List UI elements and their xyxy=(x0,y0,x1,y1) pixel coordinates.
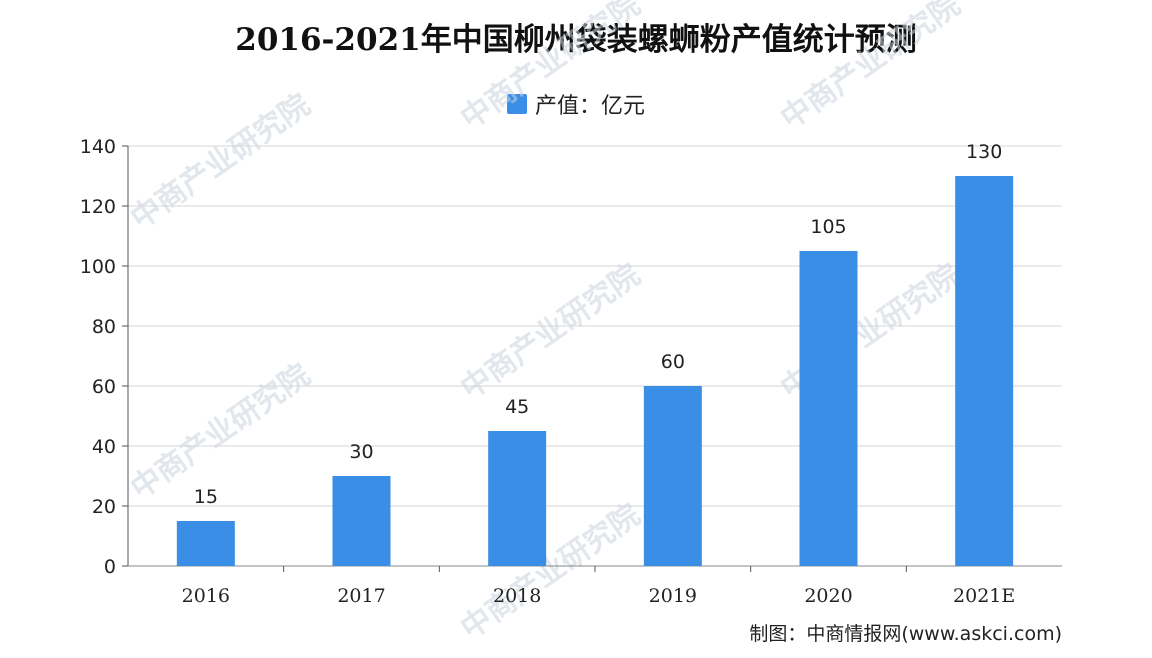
x-tick-label-2018: 2018 xyxy=(493,585,541,607)
x-tick-label-2019: 2019 xyxy=(649,585,697,607)
y-tick-label: 140 xyxy=(80,136,116,158)
chart-title: 2016-2021年中国柳州袋装螺蛳粉产值统计预测 xyxy=(235,22,917,58)
watermark-text: 中商产业研究院 xyxy=(125,357,317,506)
data-label-2019: 60 xyxy=(661,351,685,373)
watermark-text: 中商产业研究院 xyxy=(455,497,647,646)
bar-2020 xyxy=(799,251,858,566)
legend: 产值：亿元 xyxy=(0,88,1152,120)
bar-2017 xyxy=(332,476,391,566)
bar-2018 xyxy=(488,431,547,566)
data-label-2017: 30 xyxy=(349,441,373,463)
y-tick-label: 60 xyxy=(92,376,116,398)
source-credit: 制图：中商情报网(www.askci.com) xyxy=(749,623,1062,645)
watermark-text: 中商产业研究院 xyxy=(775,0,967,137)
bar-2021E xyxy=(955,176,1014,566)
y-tick-label: 0 xyxy=(104,556,116,578)
watermark-text: 中商产业研究院 xyxy=(455,257,647,406)
x-tick-label-2020: 2020 xyxy=(804,585,852,607)
watermark-text: 中商产业研究院 xyxy=(455,0,647,137)
y-tick-label: 20 xyxy=(92,496,116,518)
data-label-2018: 45 xyxy=(505,396,529,418)
y-tick-label: 80 xyxy=(92,316,116,338)
y-tick-label: 100 xyxy=(80,256,116,278)
y-tick-label: 40 xyxy=(92,436,116,458)
legend-swatch xyxy=(506,94,527,114)
x-tick-label-2016: 2016 xyxy=(182,585,230,607)
data-label-2021E: 130 xyxy=(966,141,1002,163)
bar-2016 xyxy=(176,521,235,566)
x-tick-label-2021E: 2021E xyxy=(953,585,1015,607)
data-label-2016: 15 xyxy=(194,486,218,508)
legend-label: 产值：亿元 xyxy=(534,94,645,119)
bar-2019 xyxy=(643,386,702,566)
watermark-text: 中商产业研究院 xyxy=(125,87,317,236)
y-tick-label: 120 xyxy=(80,196,116,218)
data-label-2020: 105 xyxy=(810,216,846,238)
x-tick-label-2017: 2017 xyxy=(337,585,385,607)
